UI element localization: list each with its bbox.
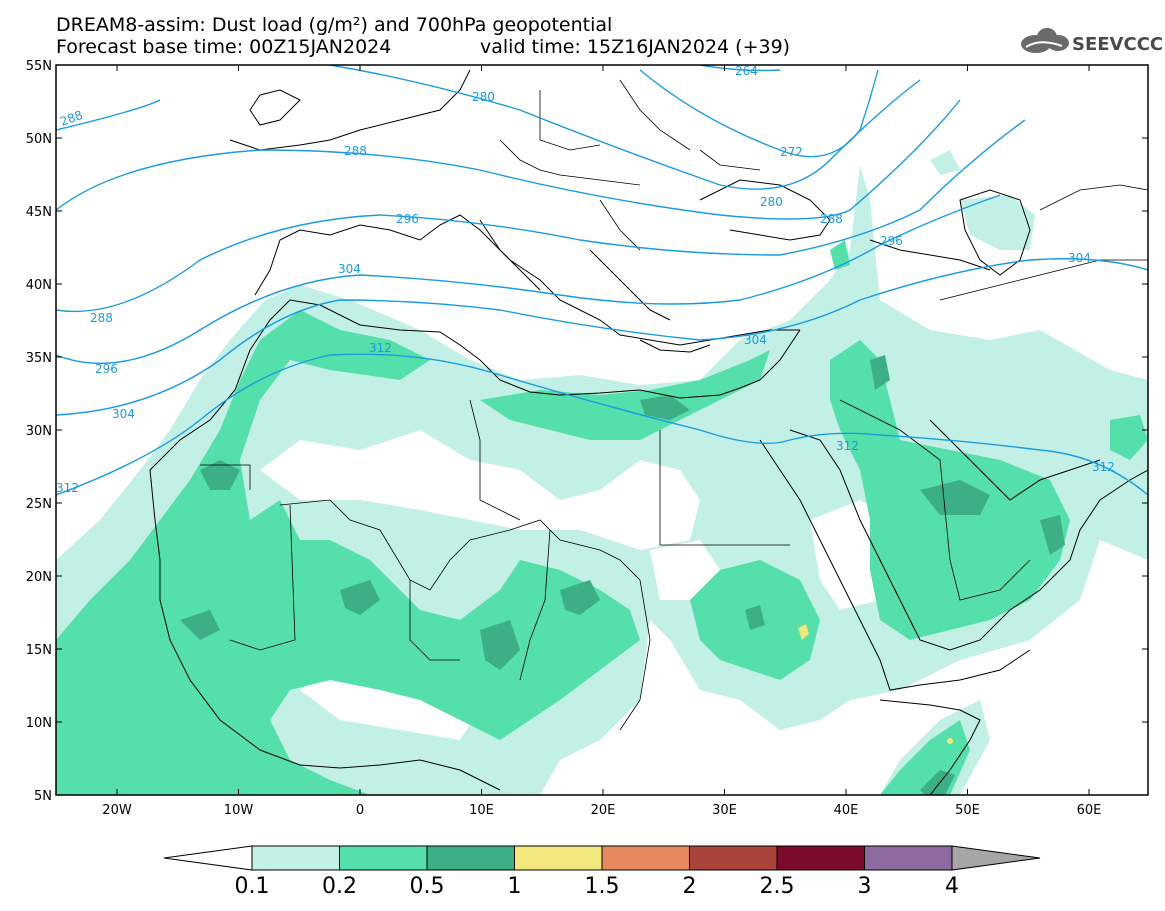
- colorbar-label: 2.5: [760, 874, 795, 899]
- colorbar-swatches: [251, 845, 953, 871]
- contour-label-272: 272: [780, 145, 803, 159]
- lon-tick-label: 20E: [591, 803, 616, 818]
- lon-tick-label: 10W: [224, 803, 254, 818]
- colorbar-swatch: [426, 845, 515, 871]
- colorbar-label: 0.5: [410, 874, 445, 899]
- colorbar-swatch: [689, 845, 778, 871]
- contour-label-304-east: 304: [1068, 251, 1091, 265]
- dust-field-dark: [180, 355, 1065, 795]
- colorbar-label: 1: [508, 874, 522, 899]
- contour-label-280-east: 280: [760, 195, 783, 209]
- colorbar: 0.1 0.2 0.5 1 1.5 2 2.5 3 4: [163, 845, 1041, 899]
- lon-tick-label: 30E: [712, 803, 737, 818]
- contour-label-312-mid: 312: [836, 439, 859, 453]
- colorbar-label: 4: [945, 874, 959, 899]
- contour-label-264: 264: [735, 64, 758, 78]
- contour-label-288-east: 288: [820, 212, 843, 226]
- contour-label-288: 288: [344, 144, 367, 158]
- contour-label-296-east: 296: [880, 234, 903, 248]
- latitude-axis: 55N 50N 45N 40N 35N 30N 25N 20N 15N 10N 5N: [26, 59, 1148, 804]
- colorbar-swatch: [601, 845, 690, 871]
- lat-tick-label: 10N: [26, 716, 52, 731]
- colorbar-swatch: [864, 845, 953, 871]
- colorbar-max-arrow: [951, 845, 1041, 871]
- colorbar-label: 0.1: [235, 874, 270, 899]
- forecast-base-time: Forecast base time: 00Z15JAN2024: [56, 36, 391, 58]
- colorbar-swatch: [251, 845, 340, 871]
- contour-label-group: 264 272 280 280 288 288 288 288 296 296 …: [56, 64, 1115, 495]
- colorbar-label: 2: [683, 874, 697, 899]
- lon-tick-label: 40E: [834, 803, 859, 818]
- lat-tick-label: 5N: [34, 789, 52, 804]
- lat-tick-label: 35N: [26, 351, 52, 366]
- lon-tick-label: 10E: [469, 803, 494, 818]
- figure-title: DREAM8-assim: Dust load (g/m²) and 700hP…: [56, 14, 612, 36]
- lon-tick-label: 50E: [955, 803, 980, 818]
- lat-tick-label: 25N: [26, 497, 52, 512]
- colorbar-min-arrow: [163, 845, 253, 871]
- coastlines: [149, 69, 1148, 795]
- logo-text: SEEVCCC: [1072, 34, 1163, 55]
- country-borders: [200, 79, 1148, 731]
- cloud-icon: [1021, 28, 1069, 53]
- lat-tick-label: 20N: [26, 570, 52, 585]
- seevccc-logo: SEEVCCC: [1021, 28, 1163, 55]
- lat-tick-label: 55N: [26, 59, 52, 74]
- colorbar-label: 1.5: [585, 874, 620, 899]
- lat-tick-label: 15N: [26, 643, 52, 658]
- lon-tick-label: 0: [356, 803, 364, 818]
- contour-label-280: 280: [472, 90, 495, 104]
- lon-tick-label: 60E: [1077, 803, 1102, 818]
- longitude-axis: 20W 10W 0 10E 20E 30E 40E 50E 60E: [102, 65, 1101, 818]
- valid-time: valid time: 15Z16JAN2024 (+39): [480, 36, 790, 58]
- colorbar-swatch: [514, 845, 603, 871]
- contour-label-304-west: 304: [112, 407, 135, 421]
- lat-tick-label: 45N: [26, 205, 52, 220]
- colorbar-label: 3: [858, 874, 872, 899]
- contour-label-312-east: 312: [1092, 460, 1115, 474]
- lat-tick-label: 40N: [26, 278, 52, 293]
- colorbar-swatch: [339, 845, 428, 871]
- contour-label-304-mid: 304: [744, 333, 767, 347]
- contour-label-296: 296: [396, 212, 419, 226]
- dust-field-high: [798, 624, 953, 744]
- contour-label-312: 312: [369, 341, 392, 355]
- contour-label-296-west: 296: [95, 362, 118, 376]
- lat-tick-label: 30N: [26, 424, 52, 439]
- lon-tick-label: 20W: [102, 803, 132, 818]
- colorbar-labels: 0.1 0.2 0.5 1 1.5 2 2.5 3 4: [235, 874, 960, 899]
- geopotential-contours: [56, 65, 1148, 496]
- contour-label-304: 304: [338, 262, 361, 276]
- contour-label-312-west: 312: [56, 481, 79, 495]
- contour-label-288-coast: 288: [90, 311, 113, 325]
- lat-tick-label: 50N: [26, 132, 52, 147]
- colorbar-swatch: [776, 845, 865, 871]
- colorbar-label: 0.2: [322, 874, 357, 899]
- map-area: 264 272 280 280 288 288 288 288 296 296 …: [56, 64, 1148, 795]
